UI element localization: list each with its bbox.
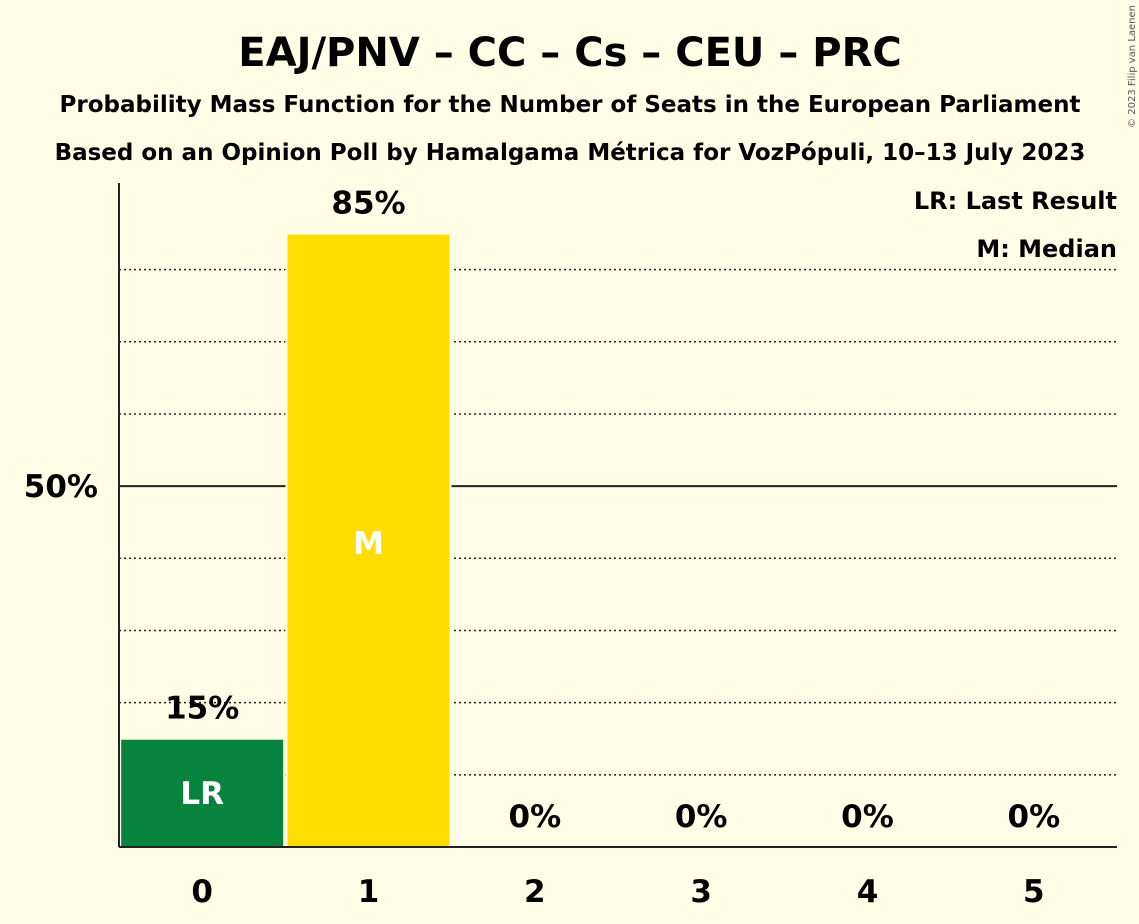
in-bar-label-0: LR — [180, 776, 224, 812]
y-tick-label-50: 50% — [24, 469, 98, 505]
bar-1 — [285, 232, 452, 849]
x-tick-label-1: 1 — [358, 874, 380, 910]
legend-last-result: LR: Last Result — [914, 187, 1117, 215]
x-tick-label-2: 2 — [524, 874, 546, 910]
value-label-5: 0% — [1008, 799, 1061, 835]
x-tick-label-0: 0 — [191, 874, 213, 910]
value-label-2: 0% — [509, 799, 562, 835]
chart-title: EAJ/PNV – CC – Cs – CEU – PRC — [238, 30, 901, 76]
in-bar-label-1: M — [353, 526, 384, 562]
legend-median: M: Median — [976, 235, 1117, 263]
axis-layer — [118, 183, 1117, 848]
chart-subtitle-1: Probability Mass Function for the Number… — [60, 92, 1081, 118]
value-label-0: 15% — [165, 691, 239, 727]
x-tick-label-5: 5 — [1023, 874, 1045, 910]
x-tick-label-4: 4 — [857, 874, 879, 910]
copyright-notice: © 2023 Filip van Laenen — [1127, 5, 1138, 128]
value-label-3: 0% — [675, 799, 728, 835]
x-tick-label-3: 3 — [690, 874, 712, 910]
bar-0 — [119, 737, 286, 849]
grid-layer — [119, 268, 1117, 776]
bars-layer — [119, 232, 452, 849]
value-label-4: 0% — [841, 799, 894, 835]
value-label-1: 85% — [331, 186, 405, 222]
chart-subtitle-2: Based on an Opinion Poll by Hamalgama Mé… — [55, 140, 1086, 166]
